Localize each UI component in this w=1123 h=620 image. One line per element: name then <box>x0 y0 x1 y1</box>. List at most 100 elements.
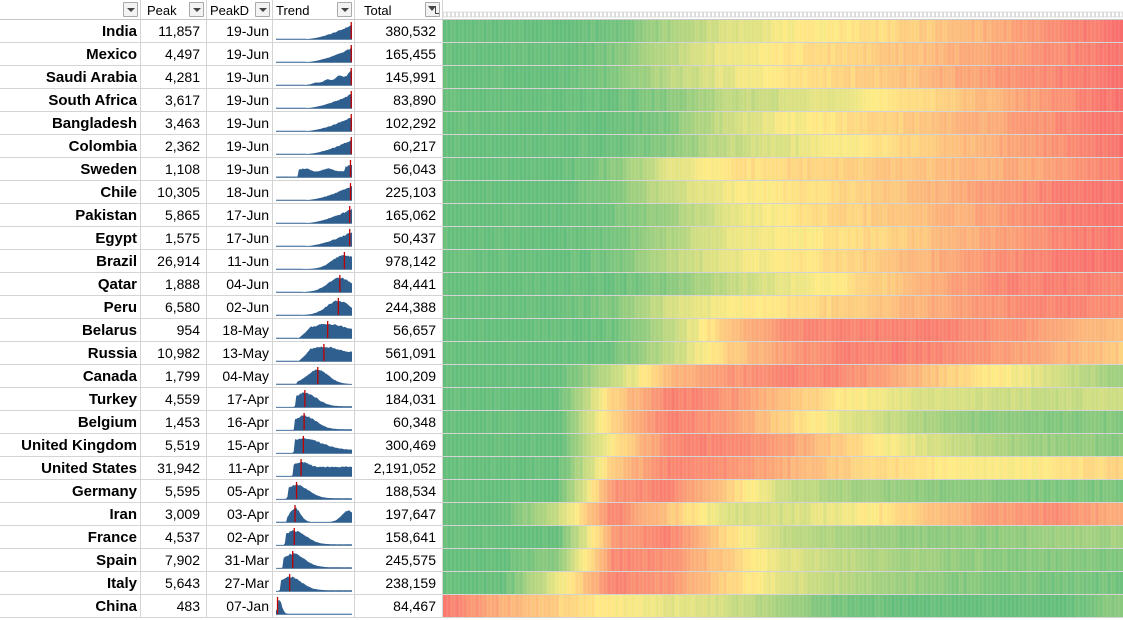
heatmap-cell[interactable] <box>443 250 1123 273</box>
trend-cell[interactable] <box>273 66 355 89</box>
trend-cell[interactable] <box>273 112 355 135</box>
trend-cell[interactable] <box>273 296 355 319</box>
peak-date-cell[interactable]: 18-Jun <box>207 181 273 204</box>
total-cell[interactable]: 56,043 <box>355 158 443 181</box>
total-cell[interactable]: 145,991 <box>355 66 443 89</box>
peak-date-cell[interactable]: 17-Jun <box>207 204 273 227</box>
country-cell[interactable]: Egypt <box>0 227 141 250</box>
trend-cell[interactable] <box>273 273 355 296</box>
total-cell[interactable]: 165,455 <box>355 43 443 66</box>
table-row[interactable]: South Africa 3,617 19-Jun 83,890 <box>0 89 1123 112</box>
peak-date-cell[interactable]: 13-May <box>207 342 273 365</box>
filter-dropdown-icon[interactable] <box>123 2 138 17</box>
table-row[interactable]: Egypt 1,575 17-Jun 50,437 <box>0 227 1123 250</box>
filter-dropdown-icon[interactable] <box>337 2 352 17</box>
total-cell[interactable]: 83,890 <box>355 89 443 112</box>
filter-active-icon[interactable] <box>425 2 440 17</box>
total-cell[interactable]: 380,532 <box>355 20 443 43</box>
country-cell[interactable]: South Africa <box>0 89 141 112</box>
country-cell[interactable]: Belarus <box>0 319 141 342</box>
header-trend[interactable]: Trend <box>273 0 355 20</box>
trend-cell[interactable] <box>273 89 355 112</box>
peak-cell[interactable]: 11,857 <box>141 20 207 43</box>
heatmap-cell[interactable] <box>443 181 1123 204</box>
peak-date-cell[interactable]: 19-Jun <box>207 20 273 43</box>
trend-cell[interactable] <box>273 342 355 365</box>
table-row[interactable]: Brazil 26,914 11-Jun 978,142 <box>0 250 1123 273</box>
country-cell[interactable]: India <box>0 20 141 43</box>
country-cell[interactable]: Brazil <box>0 250 141 273</box>
peak-cell[interactable]: 6,580 <box>141 296 207 319</box>
heatmap-cell[interactable] <box>443 112 1123 135</box>
heatmap-cell[interactable] <box>443 319 1123 342</box>
country-cell[interactable]: Sweden <box>0 158 141 181</box>
trend-cell[interactable] <box>273 158 355 181</box>
heatmap-cell[interactable] <box>443 20 1123 43</box>
total-cell[interactable]: 244,388 <box>355 296 443 319</box>
peak-cell[interactable]: 1,108 <box>141 158 207 181</box>
peak-cell[interactable]: 4,281 <box>141 66 207 89</box>
filter-dropdown-icon[interactable] <box>189 2 204 17</box>
filter-dropdown-icon[interactable] <box>255 2 270 17</box>
peak-cell[interactable]: 26,914 <box>141 250 207 273</box>
heatmap-cell[interactable] <box>443 43 1123 66</box>
country-cell[interactable]: Bangladesh <box>0 112 141 135</box>
heatmap-cell[interactable] <box>443 158 1123 181</box>
table-row[interactable]: Colombia 2,362 19-Jun 60,217 <box>0 135 1123 158</box>
peak-cell[interactable]: 4,497 <box>141 43 207 66</box>
table-row[interactable]: Russia 10,982 13-May 561,091 <box>0 342 1123 365</box>
table-row[interactable]: India 11,857 19-Jun 380,532 <box>0 20 1123 43</box>
header-peak[interactable]: Peak <box>141 0 207 20</box>
country-cell[interactable]: Chile <box>0 181 141 204</box>
total-cell[interactable]: 84,441 <box>355 273 443 296</box>
table-row[interactable]: Sweden 1,108 19-Jun 56,043 <box>0 158 1123 181</box>
total-cell[interactable]: 165,062 <box>355 204 443 227</box>
peak-cell[interactable]: 2,362 <box>141 135 207 158</box>
peak-date-cell[interactable]: 17-Jun <box>207 227 273 250</box>
country-cell[interactable]: Colombia <box>0 135 141 158</box>
country-cell[interactable]: Russia <box>0 342 141 365</box>
country-cell[interactable]: Pakistan <box>0 204 141 227</box>
peak-date-cell[interactable]: 18-May <box>207 319 273 342</box>
trend-cell[interactable] <box>273 43 355 66</box>
trend-cell[interactable] <box>273 135 355 158</box>
peak-date-cell[interactable]: 19-Jun <box>207 66 273 89</box>
peak-cell[interactable]: 954 <box>141 319 207 342</box>
total-cell[interactable]: 50,437 <box>355 227 443 250</box>
heatmap-cell[interactable] <box>443 273 1123 296</box>
table-row[interactable]: Pakistan 5,865 17-Jun 165,062 <box>0 204 1123 227</box>
heatmap-cell[interactable] <box>443 66 1123 89</box>
trend-cell[interactable] <box>273 181 355 204</box>
peak-cell[interactable]: 5,865 <box>141 204 207 227</box>
table-row[interactable]: Bangladesh 3,463 19-Jun 102,292 <box>0 112 1123 135</box>
trend-cell[interactable] <box>273 20 355 43</box>
peak-cell[interactable]: 1,888 <box>141 273 207 296</box>
peak-date-cell[interactable]: 19-Jun <box>207 89 273 112</box>
peak-date-cell[interactable]: 02-Jun <box>207 296 273 319</box>
total-cell[interactable]: 102,292 <box>355 112 443 135</box>
trend-cell[interactable] <box>273 204 355 227</box>
table-row[interactable]: Qatar 1,888 04-Jun 84,441 <box>0 273 1123 296</box>
heatmap-cell[interactable] <box>443 342 1123 365</box>
total-cell[interactable]: 56,657 <box>355 319 443 342</box>
peak-date-cell[interactable]: 19-Jun <box>207 158 273 181</box>
total-cell[interactable]: 561,091 <box>355 342 443 365</box>
total-cell[interactable]: 60,217 <box>355 135 443 158</box>
peak-cell[interactable]: 3,463 <box>141 112 207 135</box>
header-peakd[interactable]: PeakD <box>207 0 273 20</box>
header-country[interactable] <box>0 0 141 20</box>
heatmap-cell[interactable] <box>443 296 1123 319</box>
table-row[interactable]: Chile 10,305 18-Jun 225,103 <box>0 181 1123 204</box>
table-row[interactable]: Peru 6,580 02-Jun 244,388 <box>0 296 1123 319</box>
peak-cell[interactable]: 3,617 <box>141 89 207 112</box>
peak-date-cell[interactable]: 19-Jun <box>207 43 273 66</box>
table-row[interactable]: Saudi Arabia 4,281 19-Jun 145,991 <box>0 66 1123 89</box>
country-cell[interactable]: Saudi Arabia <box>0 66 141 89</box>
heatmap-cell[interactable] <box>443 204 1123 227</box>
table-row[interactable]: Mexico 4,497 19-Jun 165,455 <box>0 43 1123 66</box>
header-total[interactable]: Total <box>355 0 443 20</box>
peak-cell[interactable]: 1,575 <box>141 227 207 250</box>
country-cell[interactable]: Peru <box>0 296 141 319</box>
total-cell[interactable]: 978,142 <box>355 250 443 273</box>
country-cell[interactable]: Mexico <box>0 43 141 66</box>
